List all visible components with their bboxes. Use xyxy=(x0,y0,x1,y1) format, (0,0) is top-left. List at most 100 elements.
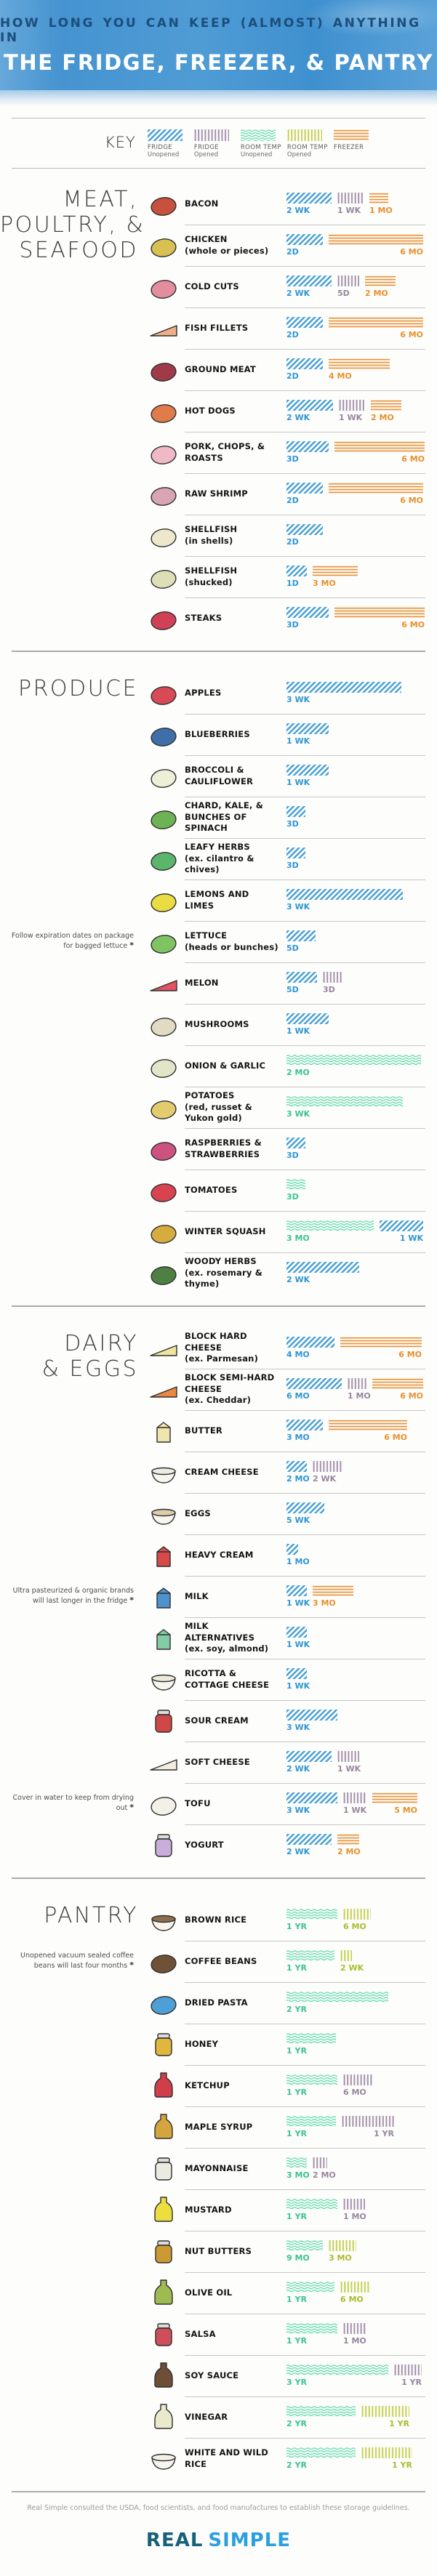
duration-value: 1 MO xyxy=(369,206,393,215)
duration-bar-fridge_unopened: 3D xyxy=(286,848,305,870)
duration-bars: 6 MO 1 MO 6 MO xyxy=(286,1378,437,1401)
food-row: HEAVY CREAM 1 MO xyxy=(0,1534,437,1577)
duration-bar-fridge_opened: 1 MO xyxy=(343,2323,366,2346)
duration-bars: 2 YR 1 YR xyxy=(286,2406,437,2428)
food-label: TOFU xyxy=(185,1798,211,1808)
duration-bar-fridge_unopened: 2D xyxy=(286,358,323,381)
chicken-icon xyxy=(143,229,185,262)
duration-bars: 3 WK xyxy=(286,1710,437,1732)
raspberries-strawberries-icon xyxy=(143,1132,185,1166)
key-item-fridge_opened: FRIDGE Opened xyxy=(193,129,239,158)
duration-bar-freezer: 2 MO xyxy=(337,1834,361,1856)
raw-shrimp-icon xyxy=(143,478,185,511)
duration-value: 2 MO xyxy=(286,1068,310,1077)
duration-bars: 1 WK xyxy=(286,723,437,746)
food-row: COLD CUTS 2 WK 5D 2 MO xyxy=(0,266,437,308)
olive-oil-icon xyxy=(143,2277,185,2310)
duration-bars: 2 WK xyxy=(286,1262,437,1284)
duration-bar-fridge_unopened: 5 WK xyxy=(286,1502,324,1525)
food-row: SALSA 1 YR 1 MO xyxy=(0,2314,437,2356)
food-row: BROCCOLI & CAULIFLOWER 1 WK xyxy=(0,755,437,797)
brown-rice-icon xyxy=(143,1904,185,1937)
duration-bars: 1D 3 MO xyxy=(286,565,437,588)
duration-bar-fridge_unopened: 6 MO xyxy=(286,1378,342,1401)
duration-bars: 2D xyxy=(286,524,437,547)
duration-bar-room_temp_unopened: 3 MO xyxy=(286,1220,374,1243)
food-row: VINEGAR 2 YR 1 YR xyxy=(0,2396,437,2439)
duration-bars: 3 WK 1 WK 5 MO xyxy=(286,1792,437,1815)
duration-bar-fridge_unopened: 1 WK xyxy=(286,1668,310,1691)
food-row: BACON 2 WK 1 WK 1 MO xyxy=(0,183,437,225)
duration-bar-freezer: 3 MO xyxy=(313,565,358,588)
duration-bar-room_temp_unopened: 3 MO xyxy=(286,2157,310,2180)
food-row: WINTER SQUASH 3 MO 1 WK xyxy=(0,1211,437,1253)
fridge_unopened-swatch-icon xyxy=(147,129,183,141)
row-note: Unopened vacuum sealed coffee beans will… xyxy=(20,1951,134,1971)
key-item-room_temp_opened: ROOM TEMP Opened xyxy=(286,129,332,158)
food-row: Follow expiration dates on package for b… xyxy=(0,921,437,963)
food-row: SOFT CHEESE 2 WK 1 WK xyxy=(0,1742,437,1784)
food-row: Cover in water to keep from drying out *… xyxy=(0,1783,437,1825)
chard-kale-spinach-icon xyxy=(143,801,185,834)
duration-bar-fridge_unopened: 1 MO xyxy=(286,1544,310,1566)
duration-bars: 2D 6 MO xyxy=(286,317,437,339)
duration-bar-fridge_unopened: 3D xyxy=(286,1138,305,1160)
food-row: FISH FILLETS 2D 6 MO xyxy=(0,307,437,350)
duration-bar-fridge_unopened: 1 WK xyxy=(286,1013,329,1036)
food-row: LEMONS AND LIMES 3 WK xyxy=(0,880,437,922)
duration-value: 2 WK xyxy=(286,413,310,422)
food-row: MELON 5D 3D xyxy=(0,962,437,1005)
duration-value: 1 WK xyxy=(286,1640,310,1649)
cream-cheese-icon xyxy=(143,1456,185,1489)
duration-value: 6 MO xyxy=(343,2088,366,2097)
duration-bars: 2 MO 2 WK xyxy=(286,1461,437,1484)
duration-bar-room_temp_unopened: 1 YR xyxy=(286,2033,336,2056)
duration-bars: 2 WK 1 WK xyxy=(286,1751,437,1774)
ricotta-cottage-cheese-icon xyxy=(143,1663,185,1696)
food-label: HONEY xyxy=(185,2038,219,2049)
food-row: Ultra pasteurized & organic brands will … xyxy=(0,1576,437,1618)
duration-bar-fridge_unopened: 1D xyxy=(286,565,307,588)
food-row: MUSHROOMS 1 WK xyxy=(0,1004,437,1046)
duration-bar-freezer: 6 MO xyxy=(329,234,423,257)
food-label: MELON xyxy=(185,977,219,988)
asterisk-icon: * xyxy=(129,1960,134,1971)
food-label: HOT DOGS xyxy=(185,405,236,416)
food-label: VINEGAR xyxy=(185,2411,228,2422)
duration-bar-room_temp_unopened: 1 YR xyxy=(286,2116,336,2138)
duration-bars: 1 WK xyxy=(286,1627,437,1649)
duration-value: 1 YR xyxy=(286,2336,307,2346)
food-label: KETCHUP xyxy=(185,2080,230,2090)
duration-bar-fridge_unopened: 3 WK xyxy=(286,889,403,911)
key-label-line1: ROOM TEMP xyxy=(240,144,281,151)
winter-squash-icon xyxy=(143,1215,185,1249)
section-pantry: PANTRY BROWN RICE 1 YR 6 MO Unopened vacuum … xyxy=(0,1885,437,2485)
food-label: SOFT CHEESE xyxy=(185,1756,250,1767)
duration-value: 6 MO xyxy=(400,1391,423,1401)
duration-value: 1 WK xyxy=(399,1233,423,1243)
food-sublabel: (whole or pieces) xyxy=(185,245,269,256)
food-row: MAPLE SYRUP 1 YR 1 YR xyxy=(0,2106,437,2149)
duration-bars: 2 WK 1 WK 2 MO xyxy=(286,400,437,422)
nut-butters-icon xyxy=(143,2235,185,2269)
section-title: DAIRY & EGGS xyxy=(41,1331,138,1382)
food-label: MILK ALTERNATIVES (ex. soy, almond) xyxy=(185,1621,269,1654)
food-label: BLOCK HARD CHEESE (ex. Parmesan) xyxy=(185,1331,259,1364)
tofu-icon xyxy=(143,1787,185,1821)
food-label: YOGURT xyxy=(185,1839,224,1850)
shellfish-in-shells-icon xyxy=(143,519,185,552)
duration-value: 2D xyxy=(286,496,299,505)
food-label: APPLES xyxy=(185,687,222,698)
duration-value: 2 MO xyxy=(286,1474,310,1484)
food-sublabel: (ex. cilantro & chives) xyxy=(185,853,254,875)
section-divider xyxy=(12,1877,425,1879)
block-semi-hard-cheese-icon xyxy=(143,1373,185,1406)
duration-bars: 2D 6 MO xyxy=(286,483,437,505)
duration-bar-room_temp_unopened: 3 YR xyxy=(286,2364,388,2387)
duration-bar-room_temp_unopened: 3D xyxy=(286,1179,305,1202)
duration-bar-room_temp_opened: 1 YR xyxy=(361,2447,412,2470)
food-label: EGGS xyxy=(185,1508,211,1518)
duration-bars: 1 YR 2 WK xyxy=(286,1950,437,1973)
food-row: SOY SAUCE 3 YR 1 YR xyxy=(0,2355,437,2397)
food-label: LEMONS AND LIMES xyxy=(185,888,249,911)
